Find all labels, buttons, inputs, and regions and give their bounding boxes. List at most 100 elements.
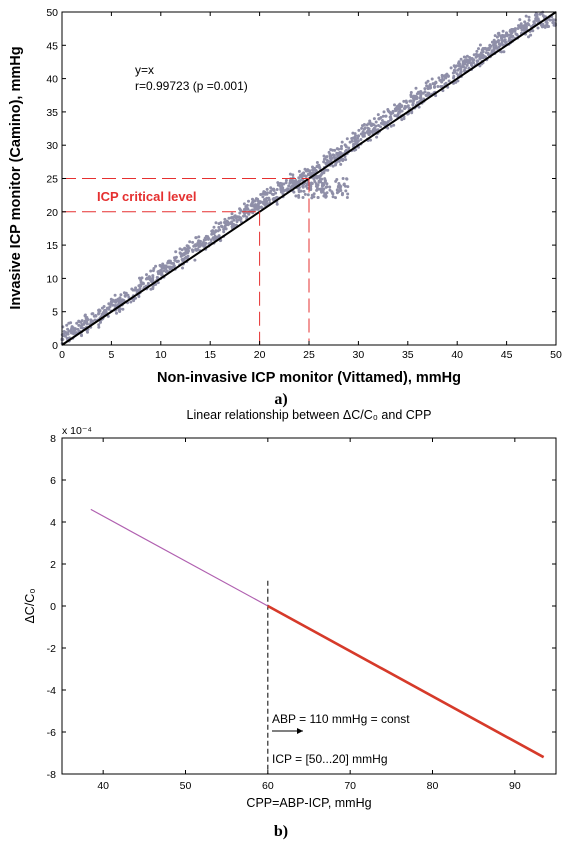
scatter-point	[345, 137, 349, 141]
scatter-point	[361, 130, 365, 134]
scatter-point	[159, 269, 163, 273]
scatter-point	[310, 182, 314, 186]
scatter-point	[204, 235, 208, 239]
scatter-point	[345, 177, 349, 181]
scatter-point	[288, 181, 292, 185]
fit-equation: y=x	[135, 63, 154, 77]
scatter-point	[158, 263, 162, 267]
scatter-point	[340, 152, 344, 156]
scatter-point	[301, 196, 305, 199]
scatter-point	[540, 25, 544, 29]
scatter-point	[301, 185, 305, 189]
scatter-point	[374, 120, 378, 124]
x-tick-label: 45	[501, 349, 513, 361]
scatter-point	[317, 163, 321, 167]
scatter-point	[320, 172, 324, 176]
scatter-point	[212, 225, 216, 229]
y-tick-label: 45	[46, 40, 58, 52]
scatter-point	[310, 193, 314, 197]
scatter-point	[478, 64, 482, 68]
scatter-point	[151, 285, 155, 289]
scatter-point	[261, 200, 265, 204]
scatter-point	[527, 15, 531, 19]
scatter-point	[411, 97, 415, 100]
scatter-point	[160, 273, 164, 277]
scatter-point	[150, 279, 154, 282]
scatter-point	[242, 202, 246, 206]
scatter-point	[72, 328, 76, 332]
scatter-point	[527, 18, 531, 22]
x-tick-label: 35	[402, 349, 414, 361]
scatter-point	[137, 295, 141, 298]
scatter-point	[508, 28, 512, 32]
scatter-point	[321, 181, 324, 185]
scatter-point	[70, 326, 74, 330]
scatter-point	[373, 130, 377, 133]
scatter-point	[426, 85, 430, 89]
y-tick-label: 50	[46, 7, 58, 19]
scatter-point	[487, 53, 491, 57]
scatter-point	[223, 220, 227, 224]
scatter-point	[265, 187, 269, 191]
scatter-point	[353, 132, 357, 136]
scatter-point	[66, 331, 69, 335]
scatter-point	[129, 300, 133, 304]
scatter-point	[430, 77, 434, 81]
x-tick-label: 90	[509, 780, 521, 792]
scatter-point	[73, 331, 77, 335]
scatter-point	[402, 107, 406, 110]
scatter-point	[443, 74, 446, 78]
scatter-point	[344, 149, 347, 153]
scatter-point	[369, 130, 373, 133]
scatter-point	[187, 249, 190, 253]
scatter-point	[397, 110, 401, 114]
scatter-point	[535, 16, 538, 20]
scatter-point	[343, 184, 347, 188]
scatter-point	[490, 40, 494, 44]
scatter-point	[114, 299, 118, 303]
scatter-point	[187, 246, 191, 250]
scatter-point	[224, 227, 228, 231]
scatter-point	[126, 293, 130, 297]
y-tick-label: 35	[46, 107, 58, 119]
scatter-point	[184, 249, 188, 253]
scatter-point	[500, 41, 504, 45]
y-tick-label: 20	[46, 207, 58, 219]
scatter-point	[457, 64, 461, 68]
abp-annotation: ABP = 110 mmHg = const	[272, 712, 410, 726]
scatter-point	[330, 156, 334, 160]
scatter-point	[181, 266, 184, 270]
scatter-point	[481, 56, 485, 60]
scatter-point	[467, 66, 471, 70]
panel-label-b: b)	[274, 823, 288, 840]
scatter-point	[376, 113, 380, 117]
scatter-point	[497, 31, 501, 35]
scatter-point	[361, 124, 364, 128]
scatter-point	[541, 14, 545, 18]
scatter-point	[147, 275, 151, 279]
scatter-point	[94, 314, 98, 318]
scatter-point	[118, 307, 122, 310]
scatter-point	[321, 184, 324, 188]
scatter-point	[216, 229, 220, 233]
x-tick-label: 25	[303, 349, 315, 361]
scatter-point	[287, 184, 291, 188]
scatter-point	[70, 331, 73, 335]
scatter-point	[268, 191, 272, 195]
scatter-point	[172, 264, 176, 268]
scatter-point	[379, 116, 383, 119]
y-tick-label: 6	[50, 475, 56, 487]
scatter-point	[232, 215, 236, 219]
y-axis-label-b: ΔC/C₀	[23, 588, 37, 623]
scatter-point	[162, 269, 166, 273]
scatter-point	[524, 28, 528, 31]
scatter-point	[210, 232, 214, 236]
scatter-point	[369, 123, 373, 127]
scatter-point	[361, 133, 365, 137]
scatter-point	[214, 230, 217, 234]
scatter-point	[291, 181, 295, 185]
scatter-point	[77, 323, 81, 327]
scatter-point	[103, 308, 107, 312]
scatter-point	[339, 162, 343, 166]
